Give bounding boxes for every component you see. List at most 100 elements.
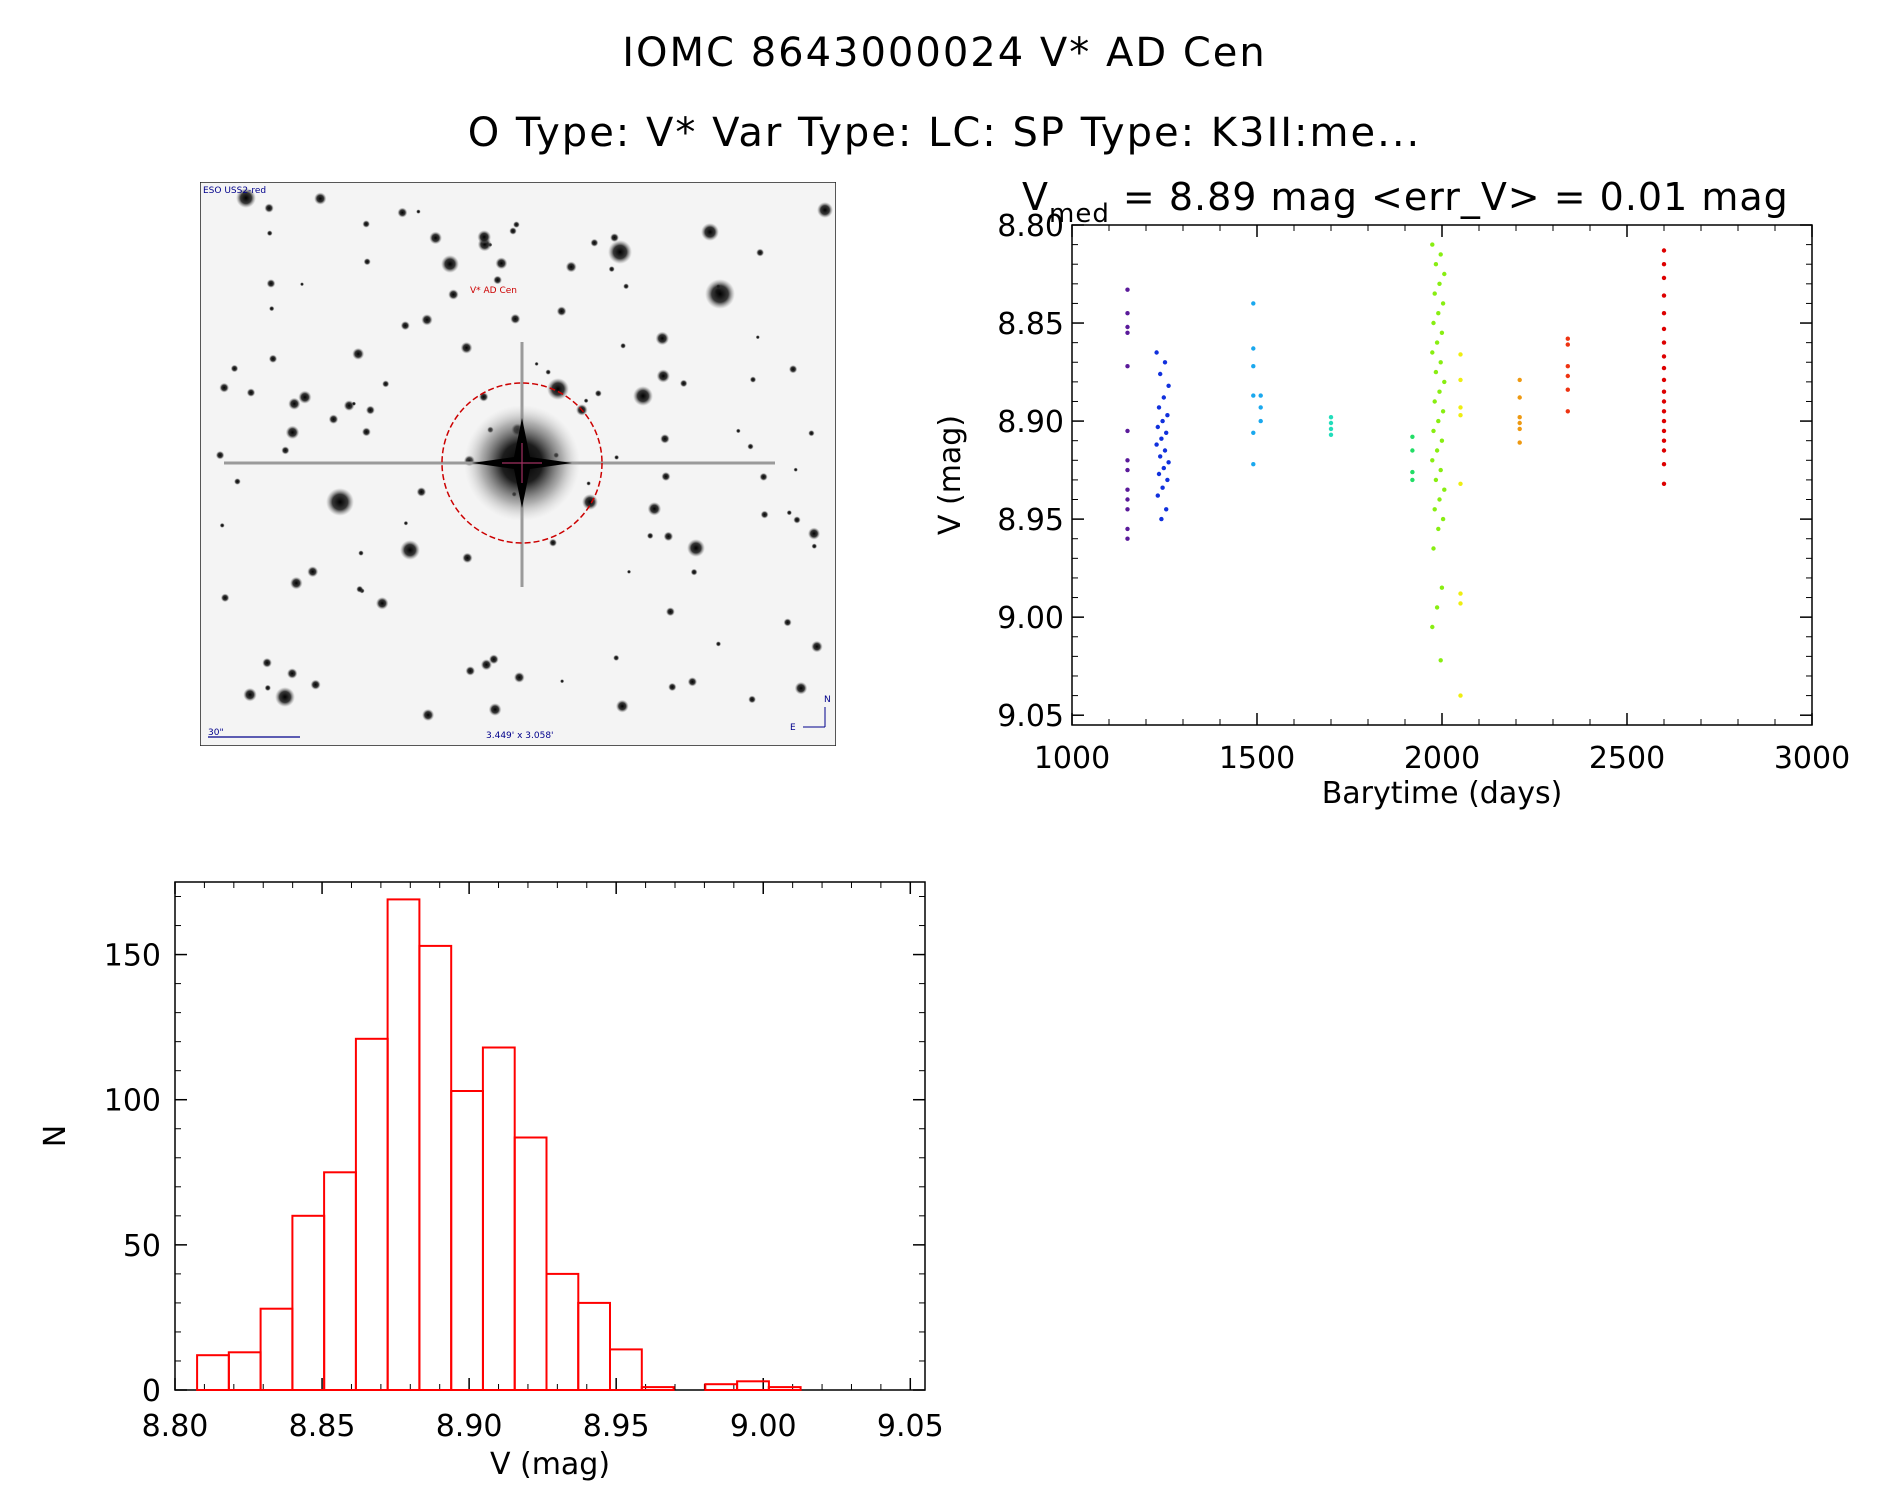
field-star (268, 354, 278, 363)
field-star (783, 618, 792, 627)
hist-bar (196, 1354, 230, 1392)
field-star (679, 379, 688, 388)
field-star (416, 487, 427, 497)
lc-data-point (1156, 405, 1162, 410)
field-star (300, 282, 304, 287)
lc-data-point (1661, 248, 1667, 253)
hist-x-tick-label: 8.90 (436, 1409, 503, 1444)
field-star (661, 471, 671, 482)
hist-bar (291, 1214, 326, 1391)
field-star (560, 679, 565, 684)
lc-data-point (1162, 448, 1168, 453)
field-star (583, 398, 589, 404)
lc-data-point (1437, 389, 1442, 394)
lc-data-point (1438, 658, 1443, 663)
north-label: N (824, 695, 831, 705)
lc-data-point (1430, 242, 1435, 247)
field-star (462, 552, 473, 564)
lc-data-point (1160, 418, 1165, 424)
lc-data-point (1661, 262, 1667, 267)
field-star (246, 388, 256, 397)
lc-plot-frame (1071, 224, 1813, 726)
lc-data-point (1565, 409, 1570, 414)
field-star (811, 640, 823, 653)
lc-data-point (1164, 430, 1169, 435)
lc-data-point (1251, 393, 1256, 398)
survey-label: ESO USS2-red (203, 186, 266, 196)
finder-star-field (215, 188, 833, 722)
field-star (510, 313, 521, 324)
bright-field-star (701, 223, 719, 241)
lightcurve-plot-area: 1000 1500 2000 2500 3000 8.80 8.85 8.90 8.95 9.00… (933, 209, 1850, 811)
field-star (615, 699, 629, 713)
hist-bar (386, 898, 421, 1392)
field-star (793, 516, 801, 524)
y-tick-label: 8.90 (997, 405, 1064, 440)
size-label: 3.449' x 3.058' (486, 731, 554, 741)
field-star (356, 585, 364, 593)
lc-data-point (1661, 389, 1667, 394)
lc-data-point (1125, 311, 1130, 316)
field-star (382, 380, 390, 388)
field-star (310, 679, 321, 690)
lc-data-point (1155, 493, 1160, 498)
field-star (646, 532, 654, 540)
field-star (590, 238, 599, 247)
lc-data-point (1661, 275, 1667, 281)
lc-data-point (1158, 371, 1163, 377)
field-star (610, 233, 619, 243)
field-star (269, 305, 275, 312)
lc-data-point (1439, 438, 1445, 443)
field-star (480, 659, 492, 671)
lc-data-point (1434, 448, 1440, 453)
field-star (230, 364, 239, 373)
hist-bar (545, 1272, 580, 1391)
field-star (665, 607, 675, 617)
hist-x-tick-label: 9.00 (730, 1409, 797, 1444)
field-star (647, 502, 662, 516)
lc-data-point (1251, 430, 1256, 435)
lc-data-point (1432, 291, 1437, 296)
hist-bar (450, 1090, 485, 1391)
field-star (285, 425, 300, 440)
lc-data-point (1440, 516, 1446, 522)
bright-field-star (817, 202, 833, 218)
lc-data-point (1565, 387, 1570, 392)
field-star (509, 227, 517, 235)
hist-x-tick-label: 8.80 (142, 1409, 209, 1444)
finder-chart-image: ESO USS2-red V* AD Cen 30" 3.449' x 3.05… (200, 182, 836, 746)
light-curve-chart: Vmed = 8.89 mag <err_V> = 0.01 mag 1000 1… (933, 175, 1850, 811)
lc-data-point (1661, 293, 1667, 298)
lc-data-point (1251, 462, 1256, 467)
lc-data-point (1125, 324, 1130, 330)
lc-data-point (1436, 418, 1441, 424)
field-star (747, 443, 754, 450)
field-star (748, 695, 756, 704)
field-star (361, 427, 371, 437)
bright-field-star (326, 488, 354, 516)
lc-data-point (1154, 442, 1159, 447)
lc-data-point (1661, 409, 1667, 414)
field-star (534, 361, 539, 366)
stat-v: V (1022, 175, 1049, 219)
lc-data-point (1517, 415, 1522, 420)
lc-data-point (1661, 438, 1667, 443)
lc-data-point (1661, 481, 1667, 486)
object-label: V* AD Cen (470, 286, 517, 296)
lc-data-point (1431, 428, 1436, 434)
field-star (759, 472, 768, 481)
hist-bar (736, 1380, 770, 1391)
lc-data-point (1125, 536, 1130, 541)
lc-data-point (1458, 601, 1463, 606)
lc-data-point (1431, 546, 1436, 551)
lc-data-point (1661, 399, 1667, 404)
field-star (290, 576, 303, 590)
lc-data-point (1410, 477, 1415, 483)
lc-data-point (1166, 460, 1171, 465)
bright-field-star (705, 279, 735, 309)
lc-data-point (1436, 311, 1441, 316)
lc-data-point (1442, 379, 1447, 385)
lc-data-point (1458, 405, 1463, 410)
lc-data-point (1433, 477, 1439, 483)
chart-title-line1: IOMC 8643000024 V* AD Cen (622, 30, 1267, 76)
